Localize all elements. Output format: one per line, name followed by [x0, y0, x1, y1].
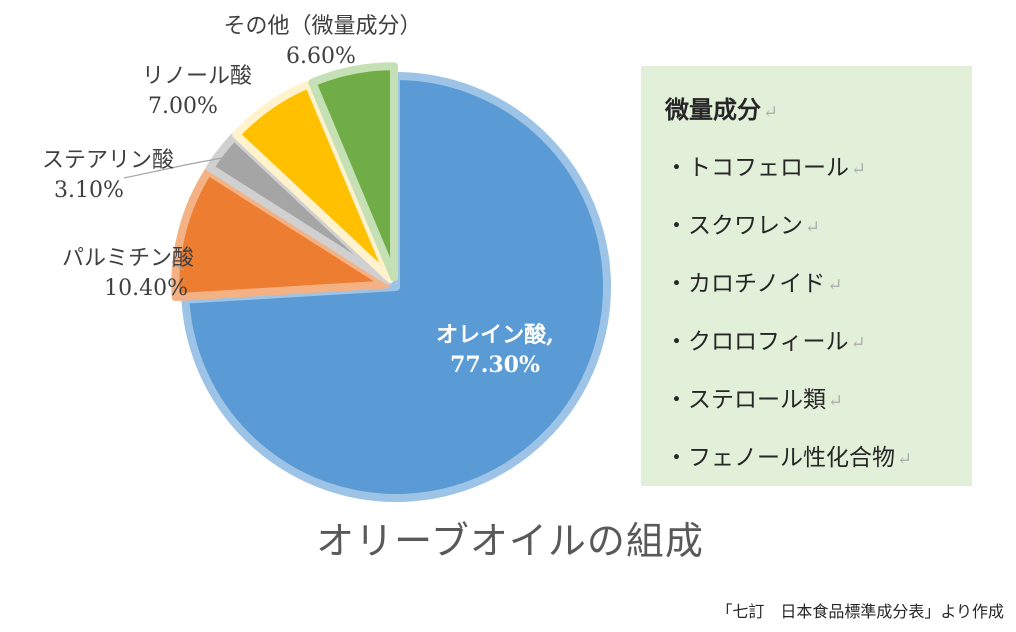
pie-slice-olein — [181, 72, 611, 502]
return-mark-icon: ↵ — [897, 449, 913, 470]
leader-line-palmitic — [171, 261, 185, 271]
chart-title: オリーブオイルの組成 — [316, 519, 704, 563]
pie-slice-other — [308, 62, 399, 282]
return-mark-icon: ↵ — [805, 217, 821, 238]
pie-slices — [171, 62, 611, 502]
data-label-other: その他（微量成分） 6.60% — [190, 12, 455, 72]
data-label-other-value: 6.60% — [286, 44, 356, 69]
minor-item: ・フェノール性化合物 ↵ — [665, 429, 972, 487]
minor-components-heading: 微量成分 ↵ — [665, 90, 972, 125]
data-label-palmitic-category: パルミチン酸 — [61, 246, 194, 271]
data-label-other-category: その他（微量成分） — [223, 14, 422, 39]
return-mark-icon: ↵ — [851, 159, 867, 180]
data-label-stearic: ステアリン酸 3.10% — [8, 146, 208, 206]
minor-item: ・クロロフィール ↵ — [665, 313, 972, 371]
minor-item-text: ・カロチノイド — [665, 271, 826, 297]
leader-line-stearic — [123, 157, 223, 179]
data-label-stearic-value: 3.10% — [54, 178, 124, 203]
data-label-palmitic: パルミチン酸 10.40% — [28, 244, 228, 304]
return-mark-icon: ↵ — [850, 333, 866, 354]
data-label-stearic-category: ステアリン酸 — [41, 148, 174, 173]
pie-slice-linoleic — [232, 80, 395, 283]
minor-item: ・ステロール類 ↵ — [665, 371, 972, 429]
minor-item: ・スクワレン ↵ — [665, 197, 972, 255]
data-label-olein: オレイン酸, 77.30% — [410, 320, 580, 380]
minor-item-text: ・フェノール性化合物 — [665, 445, 895, 471]
minor-item: ・トコフェロール ↵ — [665, 139, 972, 197]
source-note: 「七訂 日本食品標準成分表」より作成 — [716, 602, 1004, 621]
minor-components-box: 微量成分 ↵ ・トコフェロール ↵ ・スクワレン ↵ ・カロチノイド ↵ ・クロロフィー… — [641, 66, 972, 486]
data-label-linoleic-category: リノール酸 — [141, 64, 252, 89]
data-label-linoleic: リノール酸 7.00% — [112, 62, 282, 122]
minor-item-text: ・ステロール類 — [665, 387, 826, 413]
minor-item: ・カロチノイド ↵ — [665, 255, 972, 313]
return-mark-icon: ↵ — [827, 275, 843, 296]
minor-item-text: ・クロロフィール — [665, 329, 849, 355]
return-mark-icon: ↵ — [763, 102, 779, 123]
return-mark-icon: ↵ — [828, 391, 844, 412]
minor-components-heading-text: 微量成分 — [665, 95, 761, 124]
data-label-linoleic-value: 7.00% — [148, 94, 218, 119]
data-label-olein-value: 77.30% — [450, 352, 540, 378]
leader-lines — [123, 157, 223, 271]
minor-item-text: ・スクワレン — [665, 213, 803, 239]
minor-item-text: ・トコフェロール — [665, 155, 849, 181]
pie-slice-palmitic — [171, 167, 391, 302]
data-label-palmitic-value: 10.40% — [104, 276, 188, 301]
data-label-olein-category: オレイン酸, — [436, 322, 554, 348]
